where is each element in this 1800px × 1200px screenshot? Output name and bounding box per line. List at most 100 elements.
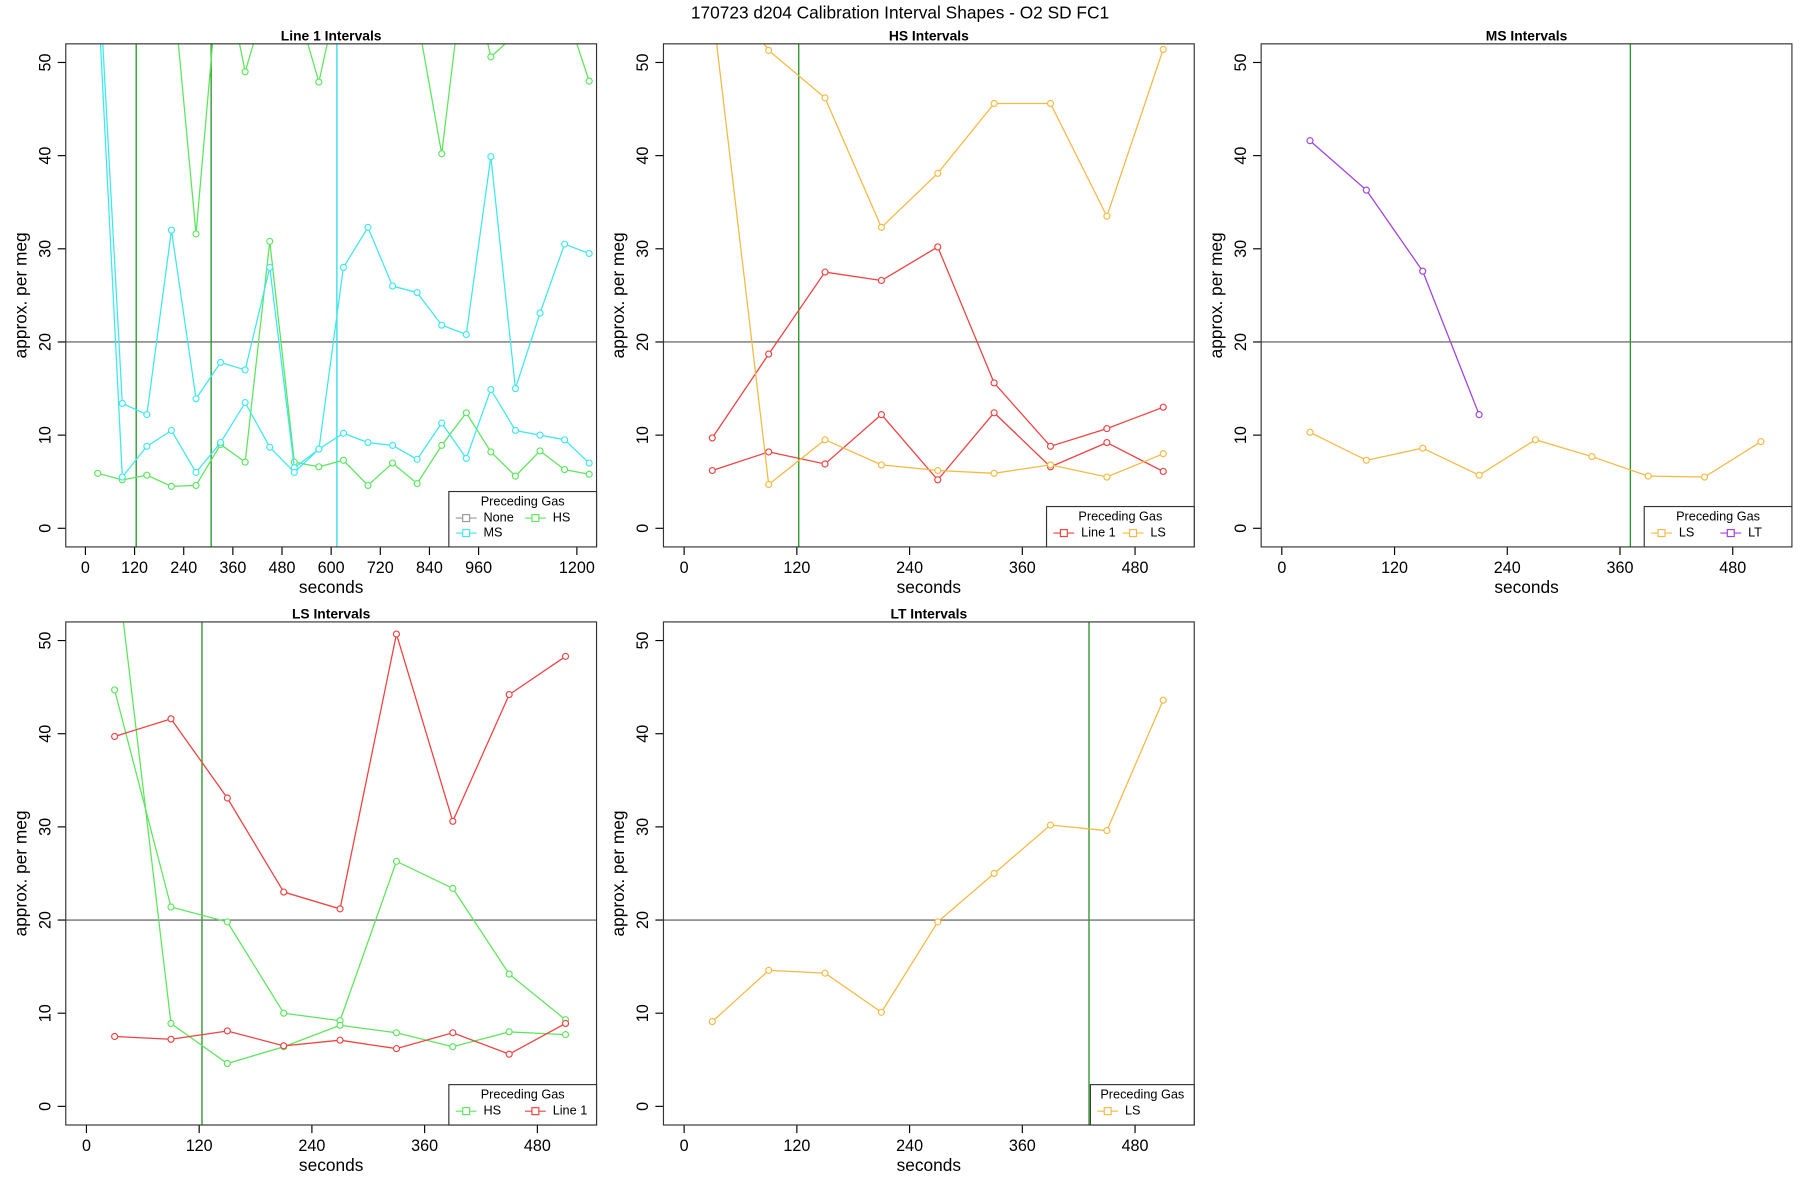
point [438,441,446,449]
point [1159,696,1167,704]
y-tick-label: 10 [634,1004,652,1022]
point [765,350,773,358]
y-tick-label: 40 [36,147,54,165]
point [392,1045,401,1053]
point [512,32,518,38]
y-tick-label: 40 [1232,147,1250,165]
legend-swatch [1059,529,1068,538]
point [877,223,885,231]
point [118,399,126,408]
point [536,447,544,455]
point [561,466,569,474]
point [934,476,942,484]
legend-label: HS [553,510,571,524]
y-axis-label: approx. per meg [608,232,628,358]
y-tick-label: 50 [634,53,652,71]
point [708,466,716,475]
point [505,1050,513,1058]
legend-title: Preceding Gas [1676,509,1760,523]
panel-title: HS Intervals [889,28,969,44]
series-line [99,43,590,479]
y-tick-label: 20 [36,911,54,929]
y-tick-label: 0 [634,1102,652,1111]
point [821,436,829,444]
legend-label: Line 1 [553,1104,588,1118]
series-line [122,621,566,1065]
point [1700,473,1709,481]
y-tick-label: 50 [36,632,54,650]
point [511,472,520,480]
point [389,282,397,290]
point [392,1029,401,1037]
plot-area [663,43,1195,547]
point [1046,442,1055,450]
x-tick-label: 480 [1122,559,1149,577]
point [585,470,593,478]
point [877,461,885,469]
point [315,78,323,86]
legend-swatch [1726,529,1735,538]
point [487,385,495,394]
point [364,481,372,490]
legend-label: LS [1125,1104,1141,1118]
point [1362,186,1370,194]
y-axis-label: approx. per meg [1206,232,1226,358]
legend: Preceding Gas LS LT [1643,505,1793,548]
point [167,1019,175,1028]
point [449,1029,457,1037]
point [1306,137,1314,145]
legend-swatch [462,514,471,523]
panel-title: Line 1 Intervals [281,28,382,44]
point [389,441,397,449]
y-axis-label: approx. per meg [608,810,628,936]
point [877,1008,885,1016]
point [1103,212,1111,220]
legend-label: None [483,510,513,524]
point [934,169,942,177]
y-tick-label: 40 [634,725,652,743]
point [167,482,176,490]
x-tick-label: 120 [186,1137,213,1155]
point [266,443,274,451]
point [462,330,470,339]
y-tick-label: 40 [634,147,652,165]
plot-frame [662,43,1195,548]
point [216,358,225,367]
legend-label: LS [1150,525,1166,539]
y-tick-label: 10 [36,426,54,444]
point [167,1035,175,1043]
x-axis-label: seconds [299,1155,364,1175]
legend-title: Preceding Gas [481,1087,565,1101]
legend-box [1089,1084,1195,1126]
point [111,732,119,741]
legend-box [1643,505,1793,548]
point [315,445,323,453]
point [167,226,176,234]
legend-swatch [1103,1107,1112,1116]
point [1159,45,1167,54]
legend-label: LT [1748,525,1762,539]
point [990,469,998,477]
x-tick-label: 120 [783,1137,810,1155]
point [585,249,593,258]
point [449,884,457,892]
legend-swatch [462,1107,471,1116]
point [339,429,348,437]
legend-swatch [462,529,471,538]
point [462,454,470,462]
y-tick-label: 10 [36,1004,54,1022]
plot-frame [662,621,1195,1126]
point [990,379,998,387]
x-tick-label: 360 [411,1137,438,1155]
point [821,460,829,468]
legend-swatch [531,1107,540,1116]
x-tick-label: 240 [896,1137,923,1155]
point [561,240,569,248]
legend-swatch [1657,529,1666,538]
series-line [113,689,566,1022]
point [413,479,421,488]
point [192,230,200,238]
plot-area [65,32,597,547]
legend-label: HS [483,1104,501,1118]
